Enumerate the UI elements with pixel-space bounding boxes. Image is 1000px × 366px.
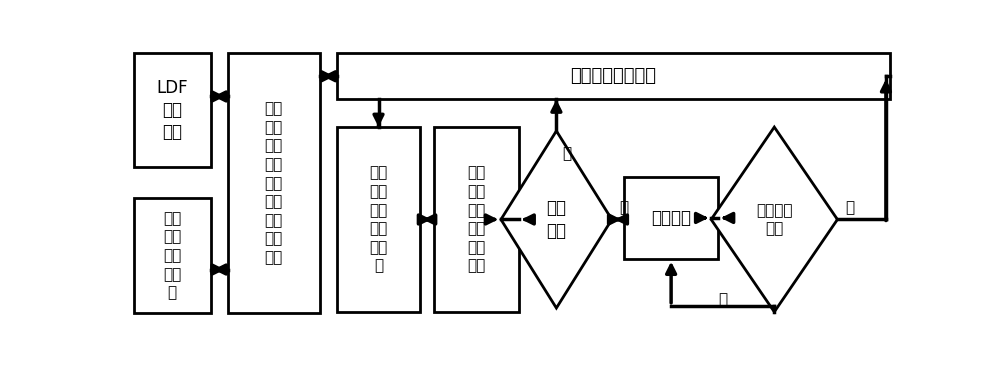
Text: 是: 是: [620, 201, 629, 216]
Text: 表面
及近
表面
缺陷
在线
检测: 表面 及近 表面 缺陷 在线 检测: [467, 165, 485, 273]
Text: 激光金属成形过程: 激光金属成形过程: [570, 67, 656, 85]
Polygon shape: [501, 131, 612, 308]
Text: 靶向复检
合格: 靶向复检 合格: [756, 203, 793, 236]
Bar: [134, 53, 211, 167]
Bar: [134, 198, 211, 313]
Polygon shape: [711, 127, 837, 312]
Bar: [624, 177, 718, 259]
Text: 发现
缺陷: 发现 缺陷: [546, 199, 566, 240]
Text: 材质
缺陷
红外
热成
像检
测及
靶向
消除
系统: 材质 缺陷 红外 热成 像检 测及 靶向 消除 系统: [265, 101, 283, 265]
Bar: [337, 53, 890, 99]
Text: 靶向消除: 靶向消除: [651, 209, 691, 227]
Text: 否: 否: [718, 292, 727, 307]
Text: 否: 否: [563, 146, 572, 161]
Text: LDF
成形
平台: LDF 成形 平台: [156, 79, 188, 141]
Bar: [337, 127, 420, 312]
Text: 每制
作完
固定
间隔
的层
数: 每制 作完 固定 间隔 的层 数: [369, 165, 388, 273]
Bar: [434, 127, 519, 312]
Text: 是: 是: [845, 201, 854, 216]
Text: 红外
热成
像检
测系
统: 红外 热成 像检 测系 统: [163, 211, 181, 300]
Bar: [228, 53, 320, 313]
